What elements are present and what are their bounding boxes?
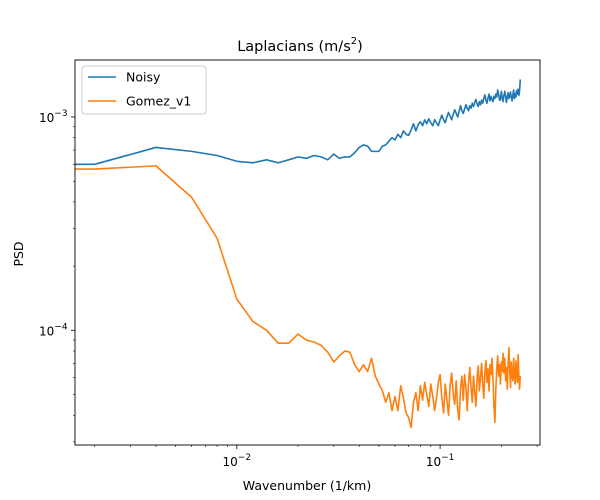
plot-area xyxy=(75,60,540,445)
x-tick-label: 10−1 xyxy=(426,453,455,469)
axis-ticks: 10−2 10−1 10−4 10−3 xyxy=(39,109,538,469)
plot-frame xyxy=(74,59,541,446)
series-layer xyxy=(74,59,541,446)
plot-background xyxy=(75,60,540,445)
chart-title: Laplacians (m/s2) xyxy=(237,36,363,55)
legend: Noisy Gomez_v1 xyxy=(81,65,207,115)
legend-label-noisy: Noisy xyxy=(126,70,161,85)
chart-title-end: ) xyxy=(357,39,363,55)
y-tick-label: 10−3 xyxy=(39,109,68,125)
legend-box xyxy=(81,65,207,115)
legend-label-gomez-v1: Gomez_v1 xyxy=(126,94,191,109)
x-axis-label: Wavenumber (1/km) xyxy=(243,478,371,493)
y-tick-label: 10−4 xyxy=(39,322,68,338)
series-line-noisy xyxy=(75,79,522,166)
chart-title-sup: 2 xyxy=(351,36,357,47)
series-line-gomez-v1 xyxy=(75,165,522,429)
x-tick-label: 10−2 xyxy=(223,453,252,469)
y-axis-label: PSD xyxy=(11,241,26,266)
chart-title-base: Laplacians (m/s xyxy=(237,39,351,55)
